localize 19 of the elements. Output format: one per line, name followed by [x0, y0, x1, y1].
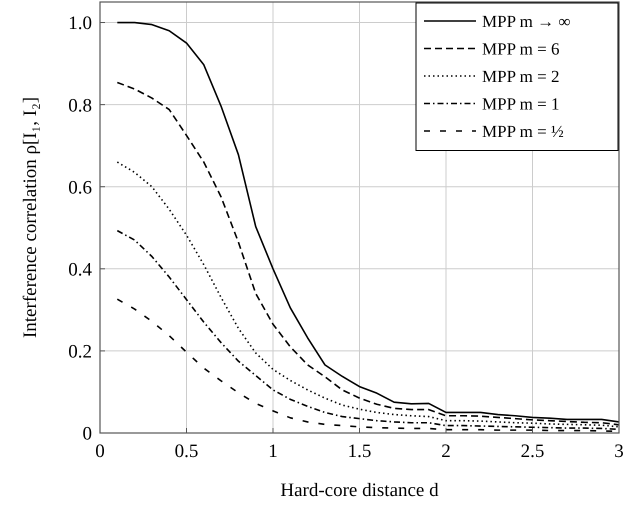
x-tick-label: 1.5 — [348, 441, 372, 462]
legend-label: MPP m = 2 — [482, 66, 560, 86]
y-tick-label: 1.0 — [68, 13, 92, 34]
y-tick-label: 0.8 — [68, 95, 92, 116]
x-tick-label: 3 — [614, 441, 624, 462]
y-tick-label: 0.2 — [68, 342, 92, 363]
legend-label: MPP m = 1 — [482, 94, 560, 114]
y-tick-label: 0.4 — [68, 259, 92, 280]
y-tick-label: 0.6 — [68, 177, 92, 198]
legend-label: MPP m = 6 — [482, 39, 560, 58]
x-axis-title: Hard-core distance d — [280, 480, 440, 501]
x-tick-label: 2.5 — [520, 441, 544, 462]
legend-label: MPP m → ∞ — [482, 12, 570, 31]
x-tick-label: 2 — [441, 441, 451, 462]
x-tick-label: 0.5 — [174, 441, 198, 462]
y-tick-label: 0 — [82, 424, 92, 445]
y-axis-title: Interference correlation ρ[I₁, I₂] — [20, 96, 41, 338]
legend-label: MPP m = ½ — [482, 122, 564, 141]
x-tick-label: 1 — [268, 441, 278, 462]
